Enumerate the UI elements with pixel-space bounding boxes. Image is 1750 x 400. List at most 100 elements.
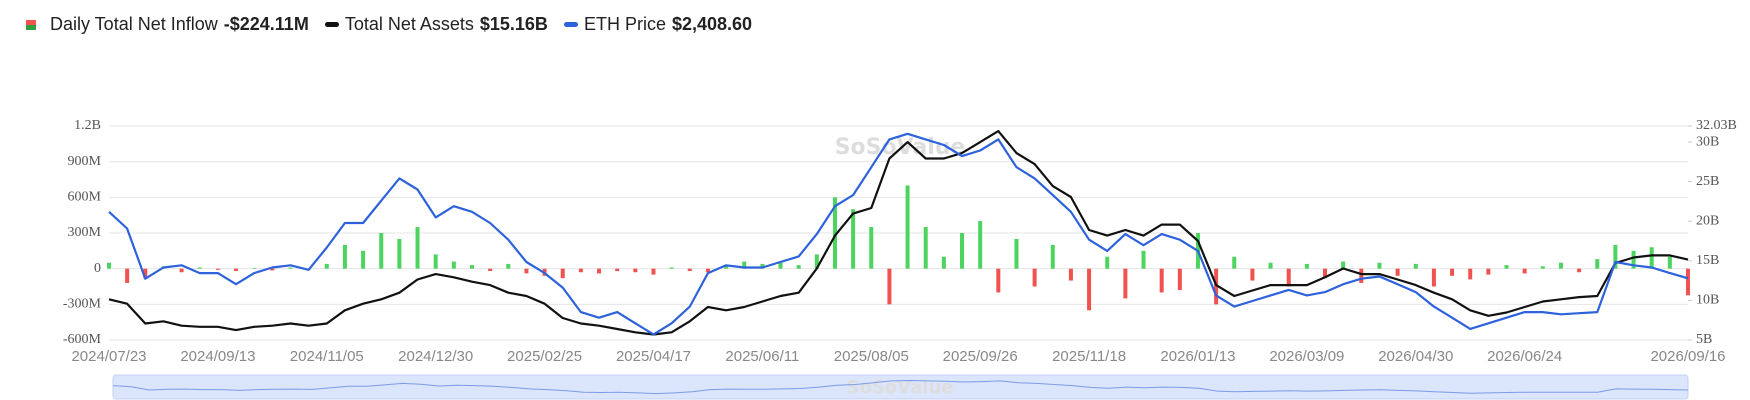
legend-item: Daily Total Net Inflow -$224.11M xyxy=(26,14,309,35)
legend-label: ETH Price xyxy=(583,14,666,34)
y2-tick-label: 10B xyxy=(1696,293,1719,308)
bar xyxy=(361,250,366,269)
y-tick-label: 1.2B xyxy=(74,118,101,133)
legend-icon xyxy=(26,19,36,30)
bar xyxy=(469,265,474,269)
bar xyxy=(379,233,384,269)
bar xyxy=(1468,268,1473,280)
bar xyxy=(796,265,801,269)
bar xyxy=(832,197,837,269)
x-tick-label: 2025/02/25 xyxy=(507,348,582,365)
y2-tick-label: 30B xyxy=(1696,134,1719,149)
y-tick-label: -600M xyxy=(63,332,102,347)
bar xyxy=(397,238,402,269)
x-tick-label: 2026/04/30 xyxy=(1378,348,1453,365)
x-tick-label: 2026/01/13 xyxy=(1160,348,1235,365)
bar xyxy=(887,268,892,305)
bar xyxy=(1214,268,1219,305)
bar xyxy=(1413,263,1418,269)
watermark: SoSoValue xyxy=(847,377,954,398)
bar xyxy=(179,268,184,273)
bar xyxy=(1540,266,1545,269)
y2-tick-label: 20B xyxy=(1696,213,1719,228)
bar xyxy=(324,263,329,269)
bar xyxy=(941,256,946,269)
legend: Daily Total Net Inflow -$224.11M Total N… xyxy=(26,14,752,35)
bar xyxy=(1359,268,1364,283)
y-tick-label: 0 xyxy=(94,261,101,276)
bar xyxy=(1123,268,1128,299)
overview-line xyxy=(112,379,1689,395)
bar xyxy=(1631,250,1636,269)
bar xyxy=(415,227,420,269)
bar xyxy=(851,209,856,269)
y-tick-label: 600M xyxy=(68,190,102,205)
legend-icon xyxy=(324,22,339,27)
x-tick-label: 2024/07/23 xyxy=(71,348,146,365)
bar xyxy=(1159,268,1164,293)
bar xyxy=(1050,244,1055,269)
bar xyxy=(1014,238,1019,269)
bar xyxy=(1686,268,1690,296)
bar xyxy=(506,263,511,269)
bar xyxy=(724,265,729,269)
y2-tick-label: 5B xyxy=(1696,332,1712,347)
bar xyxy=(488,268,493,272)
bar xyxy=(778,262,783,269)
y2-tick-label: 32.03B xyxy=(1696,118,1737,133)
bar xyxy=(1087,268,1092,311)
bar xyxy=(143,268,148,279)
bar xyxy=(288,267,293,269)
x-tick-label: 2024/11/05 xyxy=(290,348,364,365)
bar xyxy=(1268,262,1273,269)
bar xyxy=(234,268,239,272)
bar xyxy=(1032,268,1037,287)
bar xyxy=(1304,263,1309,269)
y2-tick-label: 15B xyxy=(1696,253,1719,268)
bar xyxy=(742,261,747,269)
bar xyxy=(669,267,674,269)
bar xyxy=(1504,265,1509,269)
bar xyxy=(1232,256,1237,269)
bar xyxy=(1450,268,1455,276)
legend-item: ETH Price $2,408.60 xyxy=(563,14,752,35)
bar xyxy=(687,268,692,272)
bar xyxy=(342,244,347,269)
bar xyxy=(1667,256,1672,269)
bar xyxy=(869,227,874,269)
bar xyxy=(524,268,529,274)
legend-label: Total Net Assets xyxy=(344,14,474,34)
bar xyxy=(978,221,983,269)
bar xyxy=(252,268,257,269)
x-tick-label: 2025/09/26 xyxy=(943,348,1018,365)
bar xyxy=(1558,262,1563,269)
bar xyxy=(705,268,710,273)
scrollbar[interactable] xyxy=(112,374,1689,400)
y-tick-label: 900M xyxy=(68,154,102,169)
bar xyxy=(197,267,202,269)
bar xyxy=(107,262,111,269)
legend-value: $15.16B xyxy=(479,14,548,34)
bar xyxy=(1649,247,1654,269)
bar xyxy=(433,254,438,269)
bar xyxy=(633,268,638,273)
bar xyxy=(615,268,620,272)
x-tick-label: 2025/08/05 xyxy=(834,348,909,365)
bar xyxy=(1577,268,1582,273)
line xyxy=(108,132,1689,336)
legend-item: Total Net Assets $15.16B xyxy=(324,14,548,35)
bar xyxy=(1141,250,1146,269)
bar xyxy=(1250,268,1255,281)
x-tick-label: 2026/09/16 xyxy=(1650,348,1725,365)
x-tick-label: 2026/03/09 xyxy=(1269,348,1344,365)
x-tick-label: 2025/06/11 xyxy=(725,348,799,365)
bar xyxy=(960,233,965,269)
bar xyxy=(1068,268,1073,281)
bar xyxy=(578,268,583,273)
x-tick-label: 2025/11/18 xyxy=(1052,348,1126,365)
y-tick-label: 300M xyxy=(68,225,102,240)
line xyxy=(108,130,1689,336)
bar xyxy=(125,268,130,283)
legend-label: Daily Total Net Inflow xyxy=(50,14,218,34)
